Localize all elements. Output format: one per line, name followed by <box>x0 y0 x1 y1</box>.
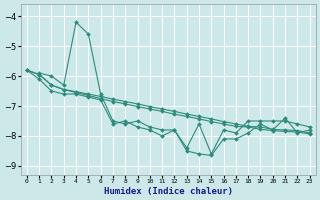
X-axis label: Humidex (Indice chaleur): Humidex (Indice chaleur) <box>104 187 233 196</box>
